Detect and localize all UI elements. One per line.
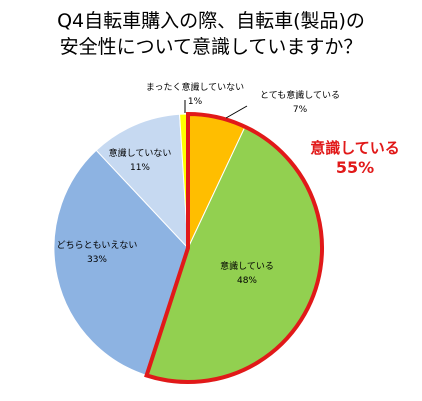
highlight-label: 意識している — [310, 139, 400, 157]
slice-value-5: 1% — [188, 97, 203, 107]
slice-value-1: 7% — [293, 105, 308, 115]
highlight-outline — [144, 111, 324, 384]
slice-label-5: まったく意識していない — [146, 81, 244, 93]
slice-value-2: 48% — [237, 276, 257, 286]
leader-line-1 — [225, 105, 248, 119]
pie-slice-3 — [53, 149, 189, 377]
slice-labels: とても意識している 7% 意識している 48% どちらともいえない 33% 意識していない 1… — [57, 81, 340, 286]
highlight-callout: 意識している 55% — [296, 139, 414, 178]
chart-title-line-2: 安全性について意識していますか？ — [59, 36, 363, 58]
slice-value-3: 33% — [87, 255, 107, 265]
slice-label-3: どちらともいえない — [57, 240, 138, 251]
slice-label-1: とても意識している — [260, 89, 340, 101]
pie-slices — [53, 113, 323, 383]
chart-title-line-1: Q4自転車購入の際、自転車(製品)の — [57, 10, 365, 32]
highlight-value: 55% — [335, 158, 375, 177]
slice-label-2: 意識している — [220, 260, 274, 272]
slice-value-4: 11% — [130, 163, 150, 173]
pie-slice-4 — [95, 113, 189, 250]
slice-label-4: 意識していない — [109, 147, 172, 159]
chart-title: Q4自転車購入の際、自転車(製品)の 安全性について意識していますか？ — [0, 8, 422, 60]
